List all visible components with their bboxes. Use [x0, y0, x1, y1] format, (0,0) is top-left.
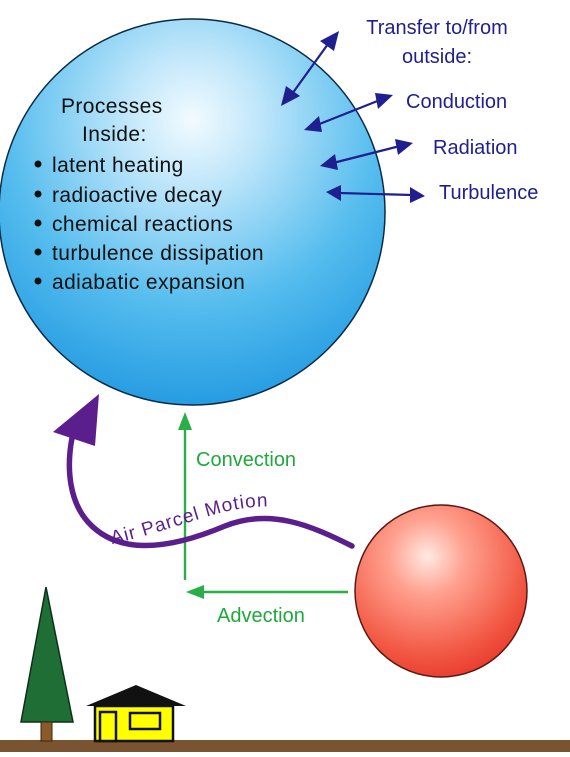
processes-title-line2: Inside: — [82, 123, 147, 146]
small-parcel-sphere — [354, 504, 528, 678]
transfer-arrow-conduction — [304, 93, 393, 132]
advection-label: Advection — [217, 605, 305, 627]
transfer-item-conduction: Conduction — [406, 91, 507, 113]
convection-arrow — [178, 412, 192, 580]
house-icon — [86, 685, 186, 743]
bullet-icon — [34, 277, 42, 285]
bullet-icon — [34, 160, 42, 168]
advection-arrow — [186, 585, 348, 599]
air-parcel-sphere — [0, 18, 386, 406]
transfer-arrow-radiation — [320, 139, 413, 170]
process-item-turbulence-dissipation: turbulence dissipation — [52, 242, 264, 265]
transfer-item-turbulence: Turbulence — [439, 182, 538, 204]
transfer-item-radiation: Radiation — [433, 137, 518, 159]
bullet-icon — [34, 248, 42, 256]
transfer-title-line2: outside: — [402, 46, 472, 68]
bullet-icon — [34, 190, 42, 198]
air-parcel-motion-arrow — [53, 394, 355, 549]
transfer-title-line1: Transfer to/from — [366, 17, 508, 39]
transfer-arrow-top — [281, 31, 339, 106]
tree-icon — [20, 586, 74, 742]
bullet-icon — [34, 219, 42, 227]
transfer-arrow-turbulence — [326, 185, 425, 203]
process-item-chemical-reactions: chemical reactions — [52, 213, 233, 236]
convection-label: Convection — [196, 449, 296, 471]
process-item-adiabatic-expansion: adiabatic expansion — [52, 271, 245, 294]
ground — [0, 740, 570, 752]
processes-title-line1: Processes — [61, 95, 163, 118]
process-item-radioactive-decay: radioactive decay — [52, 184, 222, 207]
process-item-latent-heating: latent heating — [52, 154, 184, 177]
